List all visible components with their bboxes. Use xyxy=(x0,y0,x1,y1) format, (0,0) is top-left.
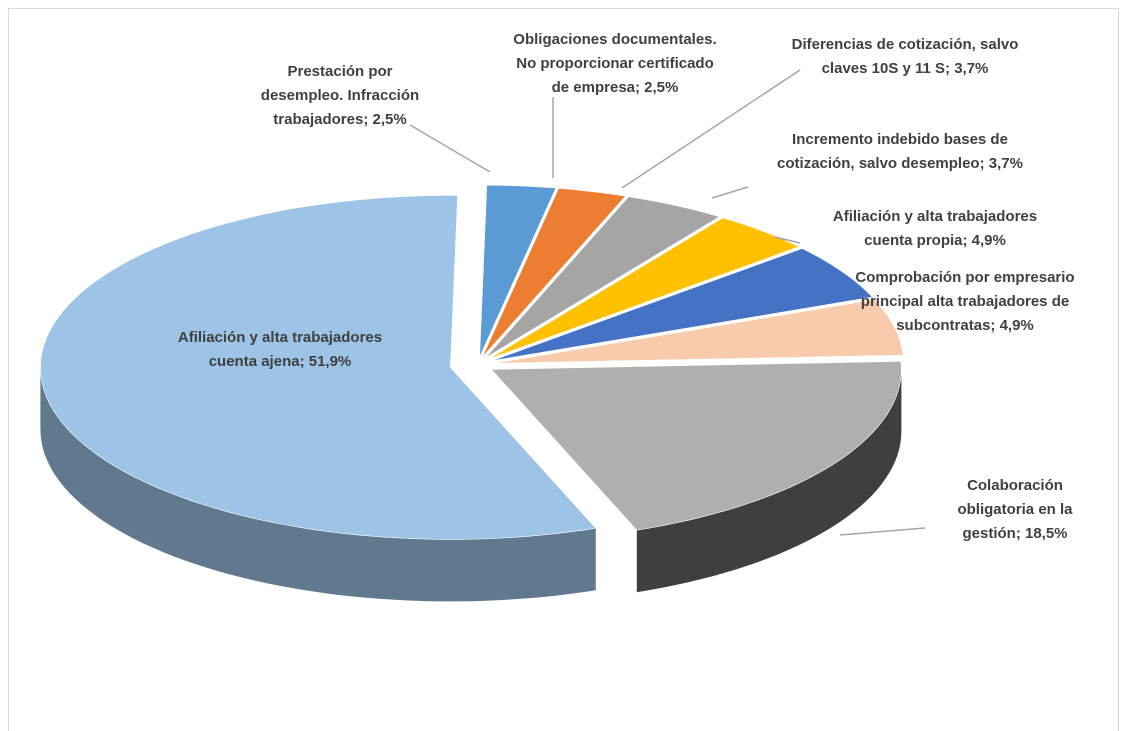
data-label: cuenta propia; 4,9% xyxy=(864,232,1006,249)
data-label: Prestación por xyxy=(287,63,392,80)
data-label: Afiliación y alta trabajadores xyxy=(178,329,382,346)
data-label: Comprobación por empresario xyxy=(855,269,1074,286)
slice xyxy=(493,299,904,364)
data-label: gestión; 18,5% xyxy=(962,525,1067,542)
chart-frame xyxy=(8,8,1119,731)
data-label: cotización, salvo desempleo; 3,7% xyxy=(777,155,1023,172)
data-label: de empresa; 2,5% xyxy=(552,79,679,96)
leader-line xyxy=(774,236,801,244)
data-label: Colaboración xyxy=(967,477,1063,494)
leader-line xyxy=(711,186,749,199)
leader-line xyxy=(409,124,491,173)
data-label: desempleo. Infracción xyxy=(261,87,419,104)
slice-side xyxy=(40,367,596,602)
data-label: subcontratas; 4,9% xyxy=(896,317,1034,334)
data-label: No proporcionar certificado xyxy=(516,55,714,72)
slice xyxy=(490,360,902,531)
data-label: Diferencias de cotización, salvo xyxy=(792,36,1019,53)
data-label: claves 10S y 11 S; 3,7% xyxy=(822,60,989,77)
slice xyxy=(488,217,800,360)
slice xyxy=(485,196,721,359)
data-label: Obligaciones documentales. xyxy=(513,31,716,48)
data-label: principal alta trabajadores de xyxy=(861,293,1069,310)
slice xyxy=(491,248,874,362)
leader-line xyxy=(839,527,926,536)
slice xyxy=(479,184,557,358)
data-label: trabajadores; 2,5% xyxy=(273,111,406,128)
slice-side xyxy=(636,369,902,593)
slice xyxy=(40,195,597,540)
data-label: obligatoria en la xyxy=(957,501,1073,518)
data-label: Incremento indebido bases de xyxy=(792,131,1008,148)
data-label: Afiliación y alta trabajadores xyxy=(833,208,1037,225)
data-label: cuenta ajena; 51,9% xyxy=(209,353,352,370)
leader-line xyxy=(621,69,801,189)
slice xyxy=(482,187,627,358)
